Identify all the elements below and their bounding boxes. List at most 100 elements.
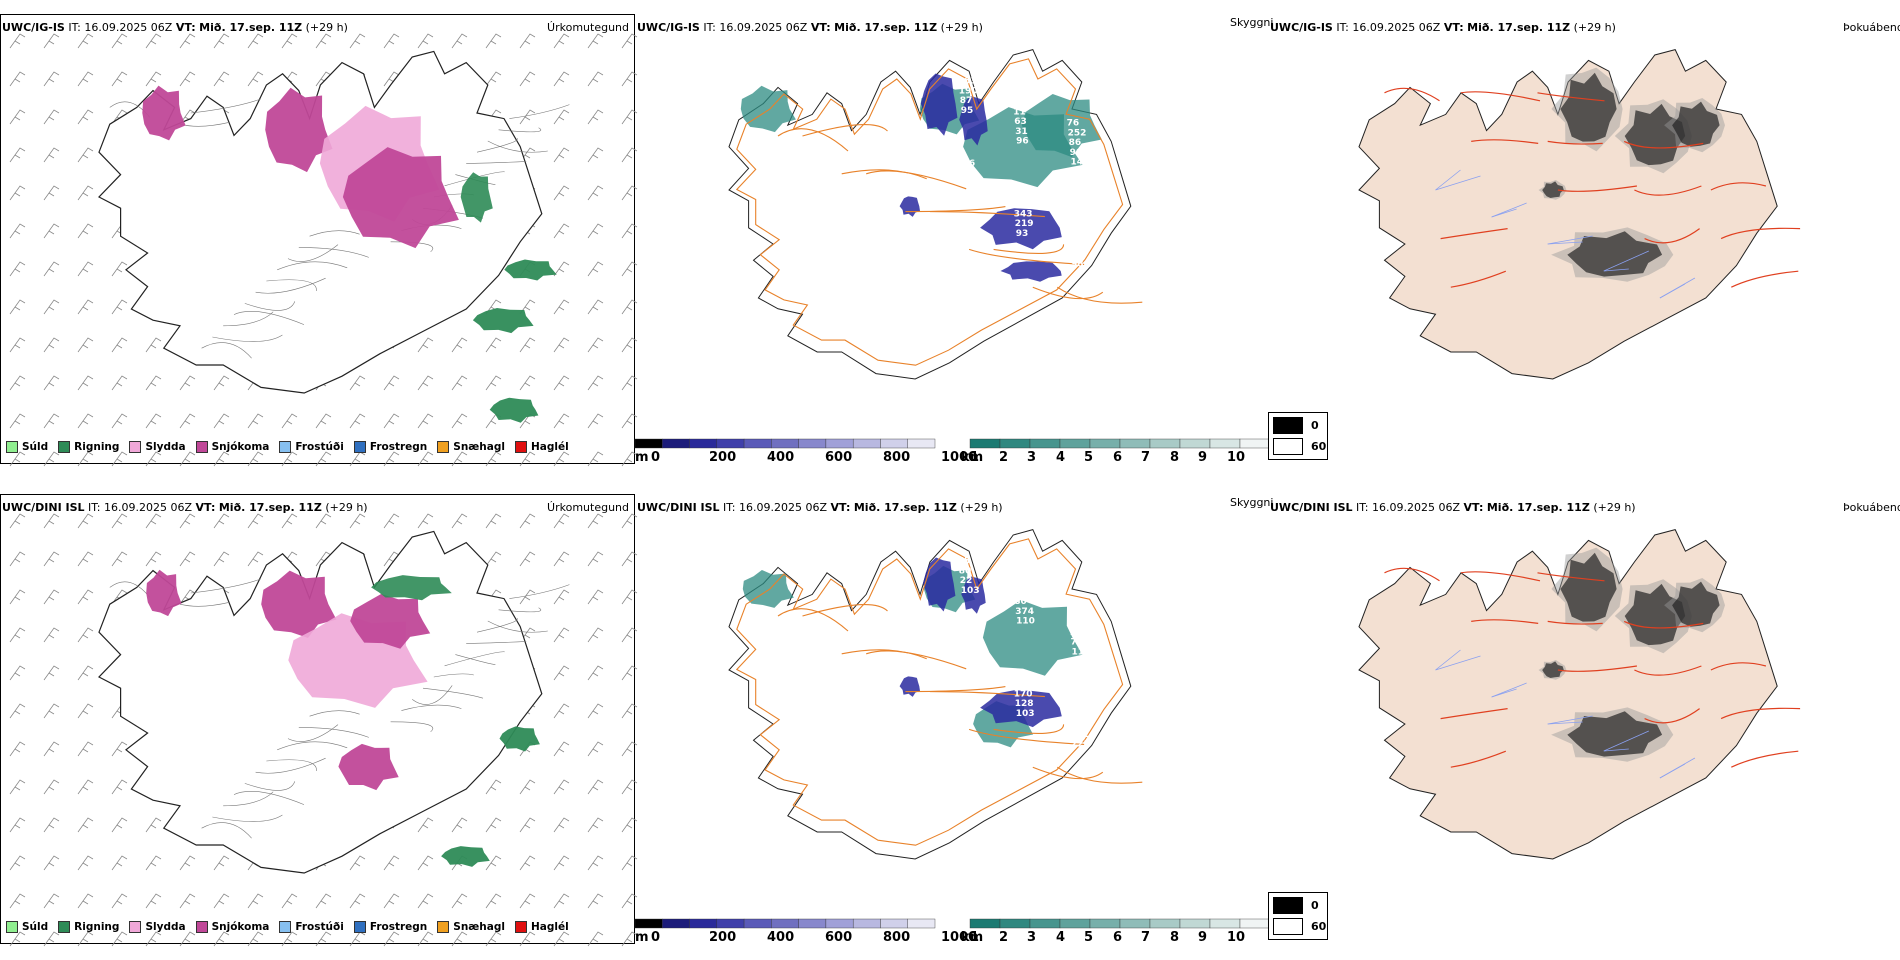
snow-depth-label: 93 bbox=[1016, 229, 1029, 239]
colorbar-swatch bbox=[999, 918, 1031, 929]
colorbar-tick: 4 bbox=[1056, 930, 1065, 945]
colorbar-swatch bbox=[825, 918, 854, 929]
colorbar-tick: 3 bbox=[1027, 930, 1036, 945]
vt-value: Mið. 17.sep. 11Z bbox=[1486, 501, 1590, 514]
colorbar-swatch bbox=[825, 438, 854, 449]
fog-legend: 0 60 bbox=[1268, 892, 1328, 940]
fog-panel: UWC/IG-IS IT: 16.09.2025 06Z VT: Mið. 17… bbox=[1268, 0, 1900, 470]
colorbar-swatch bbox=[880, 918, 908, 929]
colorbar-swatch bbox=[743, 438, 772, 449]
variable-title: Úrkomutegund bbox=[547, 21, 629, 34]
fog-panel: UWC/DINI ISL IT: 16.09.2025 06Z VT: Mið.… bbox=[1268, 480, 1900, 950]
visibility-map: 1301031101111781032212237477103128312808… bbox=[728, 529, 1143, 860]
it-value: 16.09.2025 06Z bbox=[1352, 21, 1441, 34]
legend-item: Rigning bbox=[58, 441, 119, 453]
colorbar-swatch bbox=[969, 918, 1001, 929]
legend-swatch bbox=[6, 921, 18, 933]
colorbar-swatch bbox=[1029, 918, 1061, 929]
snow-depth-label: 190 bbox=[959, 86, 978, 96]
snow-depth-label: 219 bbox=[1015, 219, 1034, 229]
colorbar-unit: km bbox=[961, 930, 983, 945]
forecast-row: UWC/IG-IS IT: 16.09.2025 06Z VT: Mið. 17… bbox=[0, 0, 1900, 470]
snow-depth-label: 128 bbox=[1015, 699, 1034, 709]
it-value: 16.09.2025 06Z bbox=[1372, 501, 1461, 514]
snow-depth-label: 178 bbox=[960, 678, 979, 688]
fog-label: 60 bbox=[1311, 920, 1327, 933]
panel-title: UWC/DINI ISL IT: 16.09.2025 06Z VT: Mið.… bbox=[637, 501, 1003, 514]
legend-label: Snæhagl bbox=[453, 921, 505, 933]
it-value: 16.09.2025 06Z bbox=[84, 21, 173, 34]
vt-label: VT: bbox=[175, 21, 196, 34]
colorbar-tick: 800 bbox=[883, 450, 910, 465]
snow-depth-label: 110 bbox=[1016, 617, 1035, 627]
colorbar-swatch bbox=[852, 438, 881, 449]
snow-depth-label: 98 bbox=[1071, 260, 1084, 270]
precip-type-panel: UWC/IG-IS IT: 16.09.2025 06Z VT: Mið. 17… bbox=[0, 0, 638, 470]
snow-depth-label: 77 bbox=[1071, 638, 1084, 648]
colorbar-tick: 9 bbox=[1198, 450, 1207, 465]
model-name: UWC/IG-IS bbox=[637, 21, 700, 34]
colorbar-tick: 7 bbox=[1141, 450, 1150, 465]
snow-depth-label: 111 bbox=[1072, 647, 1091, 657]
snow-depth-label: 87 bbox=[1012, 98, 1025, 108]
vt-value: Mið. 17.sep. 11Z bbox=[853, 501, 957, 514]
snow-depth-label: 22 bbox=[960, 576, 973, 586]
snow-depth-label: 56 bbox=[1068, 231, 1081, 241]
colorbar-tick: 5 bbox=[1084, 930, 1093, 945]
vt-label: VT: bbox=[830, 501, 851, 514]
legend-swatch bbox=[279, 441, 292, 453]
legend-item: Frostúði bbox=[279, 921, 344, 933]
snow-depth-label: 266 bbox=[956, 252, 975, 262]
panel-title: UWC/DINI ISL IT: 16.09.2025 06Z VT: Mið.… bbox=[1270, 501, 1636, 514]
colorbar-swatch bbox=[1059, 918, 1091, 929]
colorbar-unit: m bbox=[635, 450, 649, 465]
colorbar-tick: 1 bbox=[970, 930, 979, 945]
snow-depth-label: 312 bbox=[1067, 221, 1086, 231]
legend-swatch bbox=[514, 441, 527, 453]
colorbar-swatch bbox=[852, 918, 881, 929]
legend-label: Frostúði bbox=[295, 441, 344, 453]
fog-swatch bbox=[1273, 897, 1303, 914]
variable-title: Skyggni bbox=[1230, 496, 1274, 509]
snow-depth-label: 170 bbox=[1014, 690, 1033, 700]
legend-swatch bbox=[58, 441, 71, 453]
legend-label: Haglél bbox=[530, 441, 569, 453]
legend-swatch bbox=[195, 441, 208, 453]
snow-depth-label: 55 bbox=[958, 557, 971, 567]
colorbar-swatch bbox=[634, 918, 663, 929]
snow-depth-label: 90 bbox=[958, 659, 971, 669]
colorbar-tick: 1 bbox=[970, 450, 979, 465]
legend-label: Snjókoma bbox=[211, 441, 270, 453]
legend-item: Rigning bbox=[58, 921, 119, 933]
lead-time: (+29 h) bbox=[1593, 501, 1636, 514]
snow-depth-label: 374 bbox=[1015, 607, 1034, 617]
colorbar-swatch bbox=[1209, 918, 1241, 929]
legend-label: Rigning bbox=[74, 441, 120, 453]
it-label: IT: bbox=[723, 501, 736, 514]
legend-label: Snæhagl bbox=[453, 441, 505, 453]
precip-type-map bbox=[9, 513, 638, 947]
legend-item: Snæhagl bbox=[437, 441, 505, 453]
colorbar-tick: 200 bbox=[709, 450, 736, 465]
legend-item: Frostregn bbox=[353, 921, 428, 933]
snow-depth-label: 96 bbox=[1016, 137, 1029, 147]
legend-item: Snjókoma bbox=[195, 921, 269, 933]
variable-title: Úrkomutegund bbox=[547, 501, 629, 514]
panel-title: UWC/IG-IS IT: 16.09.2025 06Z VT: Mið. 17… bbox=[637, 21, 983, 34]
snow-depth-label: 103 bbox=[961, 586, 980, 596]
fog-label: 0 bbox=[1311, 899, 1319, 912]
snow-depth-label: 130 bbox=[905, 555, 924, 565]
legend-swatch bbox=[437, 441, 450, 453]
colorbar-swatch bbox=[662, 438, 690, 449]
variable-title: Þokuábendi bbox=[1843, 21, 1900, 34]
colorbar-tick: 10 bbox=[1227, 450, 1245, 465]
colorbar-swatch bbox=[798, 918, 827, 929]
snow-depth-label: 163 bbox=[958, 77, 977, 87]
legend-item: Slydda bbox=[129, 921, 186, 933]
legend-swatch bbox=[129, 441, 142, 453]
colorbar-swatch bbox=[1239, 918, 1271, 929]
colorbar-swatch bbox=[1179, 438, 1211, 449]
it-label: IT: bbox=[1336, 21, 1349, 34]
colorbar-tick: 0 bbox=[651, 450, 660, 465]
legend-label: Frostregn bbox=[369, 921, 428, 933]
